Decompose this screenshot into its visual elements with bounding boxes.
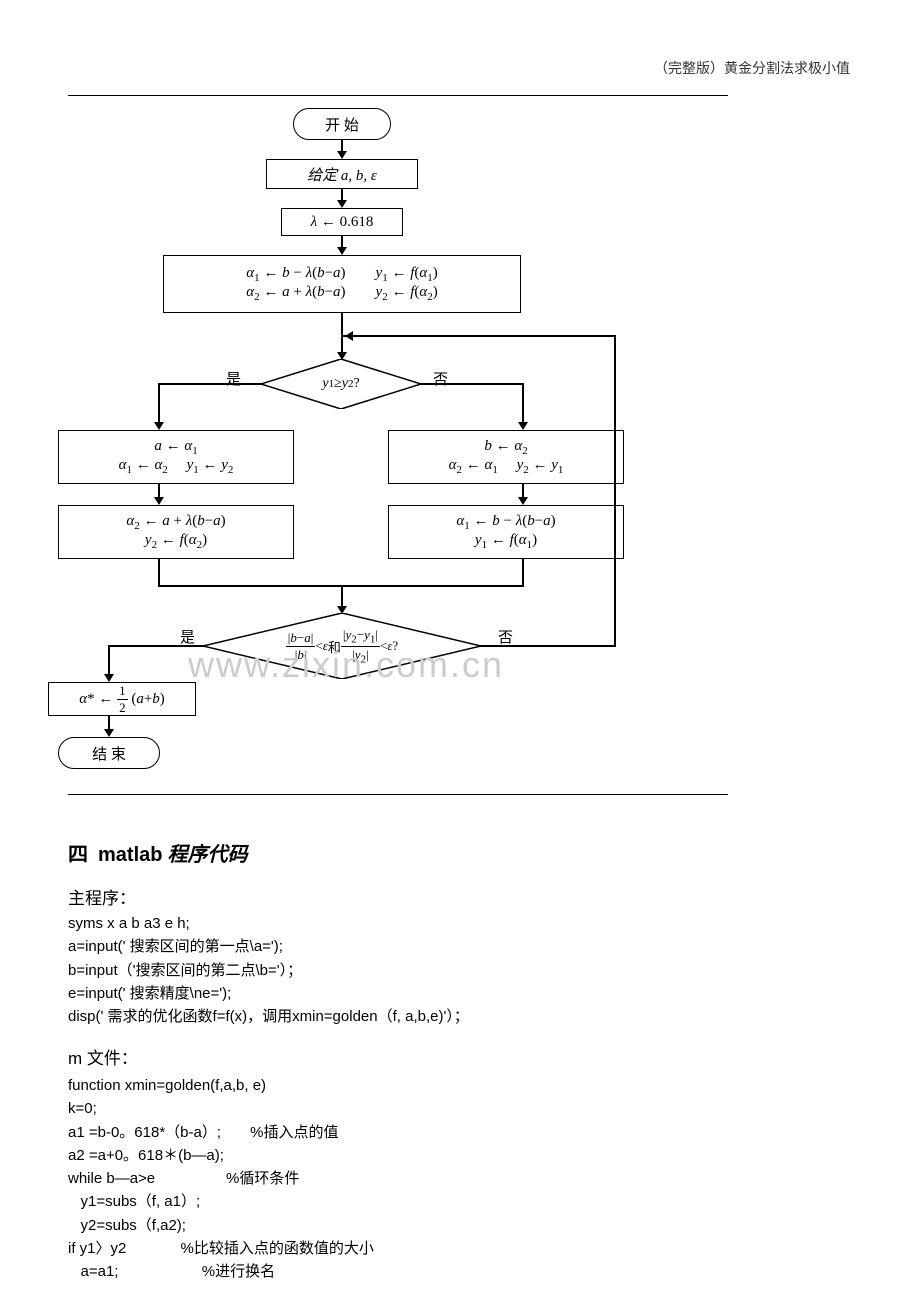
main-program-title: 主程序： <box>68 884 136 909</box>
yes2b: y2 ← f(α2) <box>145 532 207 551</box>
arrow-head <box>518 422 528 430</box>
arrow-head <box>104 674 114 682</box>
arrow <box>341 313 343 355</box>
flowchart-yes-box2: α2 ← a + λ(b−a) y2 ← f(α2) <box>58 505 294 559</box>
section4-title: 四 matlab 程序代码 <box>68 838 247 867</box>
arrow <box>158 559 160 587</box>
flowchart-no-box1: b ← α2 α2 ← α1 y2 ← y1 <box>388 430 624 484</box>
arrow <box>419 383 524 385</box>
arrow <box>158 383 263 385</box>
no1b: α2 ← α1 y2 ← y1 <box>449 457 564 476</box>
no2b: y1 ← f(α1) <box>475 532 537 551</box>
result-label: α* ← 12 (a+b) <box>79 683 165 716</box>
yes2a: α2 ← a + λ(b−a) <box>126 513 225 532</box>
init-line1: α1 ← b − λ(b−a) y1 ← f(α1) <box>246 265 438 284</box>
flowchart-init: α1 ← b − λ(b−a) y1 ← f(α1) α2 ← a + λ(b−… <box>163 255 521 313</box>
flowchart-no-box2: α1 ← b − λ(b−a) y1 ← f(α1) <box>388 505 624 559</box>
no-label: 否 <box>433 368 448 389</box>
arrow-head <box>104 729 114 737</box>
decision1-text: y1 ≥ y2 ? <box>261 359 421 409</box>
mfile-code: function xmin=golden(f,a,b, e) k=0; a1 =… <box>68 1074 374 1283</box>
no1a: b ← α2 <box>484 438 527 457</box>
main-program-code: syms x a b a3 e h; a=input(' 搜索区间的第一点\a=… <box>68 912 469 1028</box>
no2a: α1 ← b − λ(b−a) <box>456 513 555 532</box>
arrow-head <box>154 422 164 430</box>
page-header: （完整版）黄金分割法求极小值 <box>654 58 850 78</box>
init-line2: α2 ← a + λ(b−a) y2 ← f(α2) <box>246 284 438 303</box>
yes1b: α1 ← α2 y1 ← y2 <box>119 457 234 476</box>
flowchart-start: 开 始 <box>293 108 391 140</box>
flowchart: 开 始 给定 a, b, ε λ ← 0.618 α1 ← b − λ(b−a)… <box>68 96 728 794</box>
flowchart-lambda: λ ← 0.618 <box>281 208 403 236</box>
arrow-head <box>337 200 347 208</box>
flowchart-end: 结 束 <box>58 737 160 769</box>
arrow-head <box>518 497 528 505</box>
arrow <box>341 335 616 337</box>
yes1a: a ← α1 <box>154 438 197 457</box>
mfile-title: m 文件： <box>68 1044 138 1069</box>
arrow <box>108 645 110 677</box>
flowchart-result: α* ← 12 (a+b) <box>48 682 196 716</box>
arrow <box>158 383 160 425</box>
arrow-head <box>337 151 347 159</box>
flowchart-input: 给定 a, b, ε <box>266 159 418 189</box>
arrow-head <box>345 331 353 341</box>
yes-label: 是 <box>226 368 241 389</box>
flowchart-decision1: y1 ≥ y2 ? <box>261 359 421 409</box>
arrow <box>614 335 616 647</box>
arrow-head <box>154 497 164 505</box>
start-label: 开 始 <box>325 114 359 135</box>
flowchart-yes-box1: a ← α1 α1 ← α2 y1 ← y2 <box>58 430 294 484</box>
arrow <box>522 383 524 425</box>
arrow-head <box>337 247 347 255</box>
end-label: 结 束 <box>92 743 126 764</box>
lambda-label: λ ← 0.618 <box>311 214 374 231</box>
input-label: 给定 a, b, ε <box>307 164 377 185</box>
arrow <box>522 559 524 587</box>
watermark: www.zixin.com.cn <box>188 644 504 686</box>
flowchart-region: 开 始 给定 a, b, ε λ ← 0.618 α1 ← b − λ(b−a)… <box>68 95 728 795</box>
